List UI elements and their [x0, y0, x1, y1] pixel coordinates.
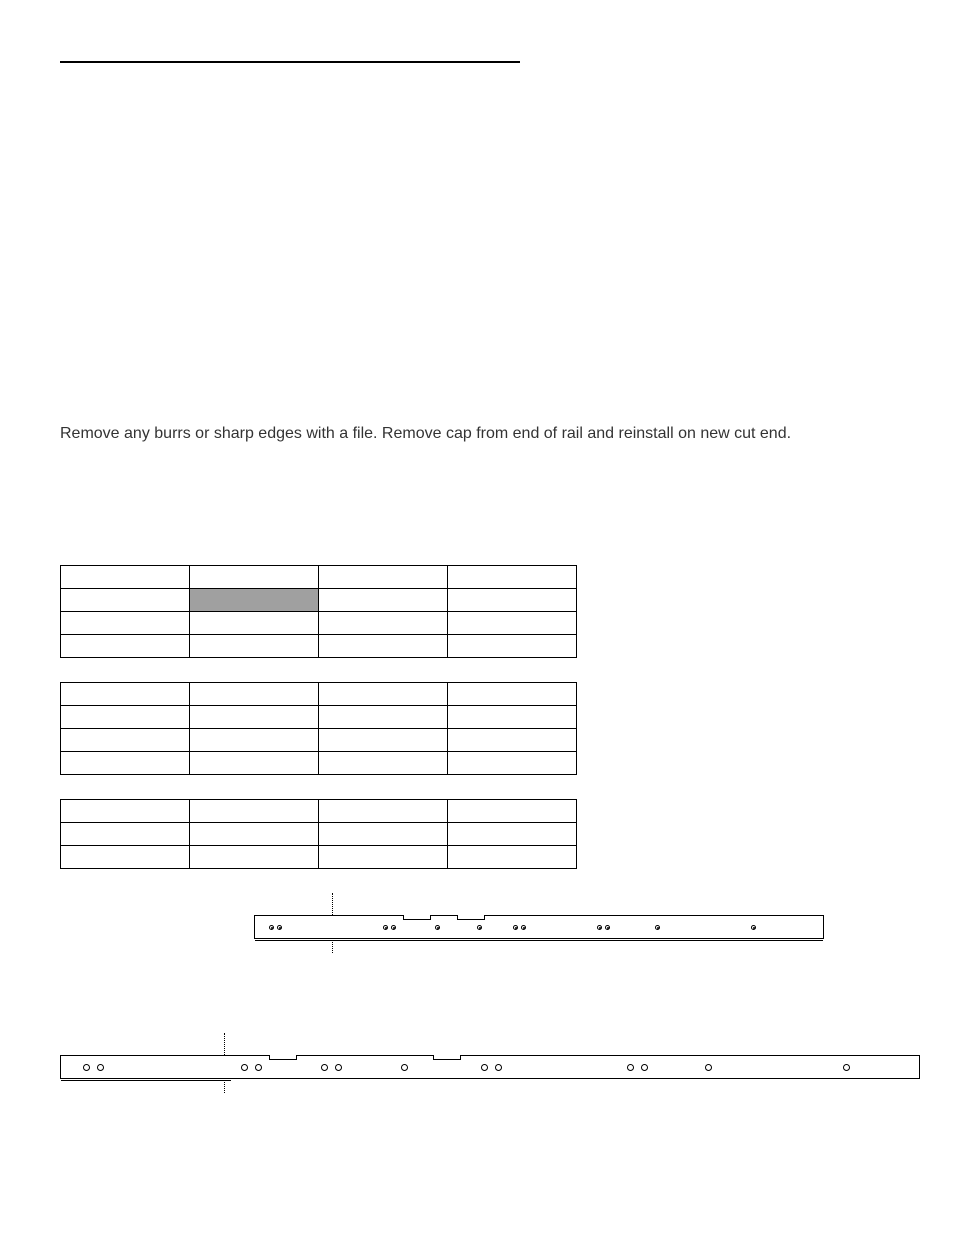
table-cell: [319, 566, 448, 589]
table-cell: [190, 566, 319, 589]
rail-hole: [641, 1064, 648, 1071]
rail-diagram-1: [60, 893, 894, 963]
table-cell: [190, 706, 319, 729]
rail-hole: [321, 1064, 328, 1071]
table-cell: [319, 823, 448, 846]
rail-hole: [521, 925, 526, 930]
table-cell: [190, 823, 319, 846]
rail-hole: [255, 1064, 262, 1071]
table-cell: [448, 589, 577, 612]
table-cell: [61, 706, 190, 729]
table-cell: [61, 589, 190, 612]
instruction-text: Remove any burrs or sharp edges with a f…: [60, 423, 894, 445]
rail-notch: [403, 915, 431, 920]
table-cell: [190, 589, 319, 612]
table-cell: [448, 635, 577, 658]
rail-hole: [391, 925, 396, 930]
table-cell: [190, 752, 319, 775]
table-cell: [190, 635, 319, 658]
table-cell: [190, 846, 319, 869]
rail-hole: [843, 1064, 850, 1071]
spec-table-3: [60, 799, 894, 869]
rail-hole: [477, 925, 482, 930]
rail-notch: [457, 915, 485, 920]
rail-body: [254, 915, 824, 939]
table-cell: [448, 823, 577, 846]
rail-hole: [401, 1064, 408, 1071]
rail-hole: [241, 1064, 248, 1071]
table-cell: [319, 706, 448, 729]
rail-hole: [277, 925, 282, 930]
rail-hole: [605, 925, 610, 930]
rail-hole: [751, 925, 756, 930]
rail-notch: [433, 1055, 461, 1060]
table-cell: [61, 800, 190, 823]
rail-hole: [627, 1064, 634, 1071]
rail-hole: [383, 925, 388, 930]
table-cell: [319, 846, 448, 869]
rail-hole: [269, 925, 274, 930]
table-cell: [319, 589, 448, 612]
table-cell: [319, 729, 448, 752]
table-cell: [61, 752, 190, 775]
rail-hole: [435, 925, 440, 930]
table-cell: [61, 566, 190, 589]
table-cell: [61, 846, 190, 869]
table-cell: [448, 846, 577, 869]
rail-hole: [705, 1064, 712, 1071]
rail-body: [60, 1055, 920, 1079]
table-cell: [61, 823, 190, 846]
rail-hole: [335, 1064, 342, 1071]
rail-hole: [597, 925, 602, 930]
table-cell: [61, 683, 190, 706]
rail-hole: [655, 925, 660, 930]
spec-table-2: [60, 682, 894, 775]
rail-diagram-2: [60, 1033, 894, 1103]
rail-hole: [495, 1064, 502, 1071]
spec-table-1: [60, 565, 894, 658]
table-cell: [448, 566, 577, 589]
table-cell: [319, 683, 448, 706]
table-cell: [319, 612, 448, 635]
table-cell: [448, 800, 577, 823]
table-cell: [448, 752, 577, 775]
table-cell: [448, 706, 577, 729]
rail-notch: [269, 1055, 297, 1060]
table-cell: [448, 612, 577, 635]
table-cell: [61, 612, 190, 635]
rail-hole: [83, 1064, 90, 1071]
table-cell: [190, 612, 319, 635]
rail-hole: [97, 1064, 104, 1071]
rail-hole: [513, 925, 518, 930]
table-cell: [448, 683, 577, 706]
table-cell: [319, 800, 448, 823]
table-cell: [61, 729, 190, 752]
table-cell: [319, 635, 448, 658]
table-cell: [319, 752, 448, 775]
table-cell: [190, 800, 319, 823]
table-cell: [190, 729, 319, 752]
table-cell: [190, 683, 319, 706]
table-cell: [61, 635, 190, 658]
rail-hole: [481, 1064, 488, 1071]
header-divider: [60, 60, 520, 63]
table-cell: [448, 729, 577, 752]
